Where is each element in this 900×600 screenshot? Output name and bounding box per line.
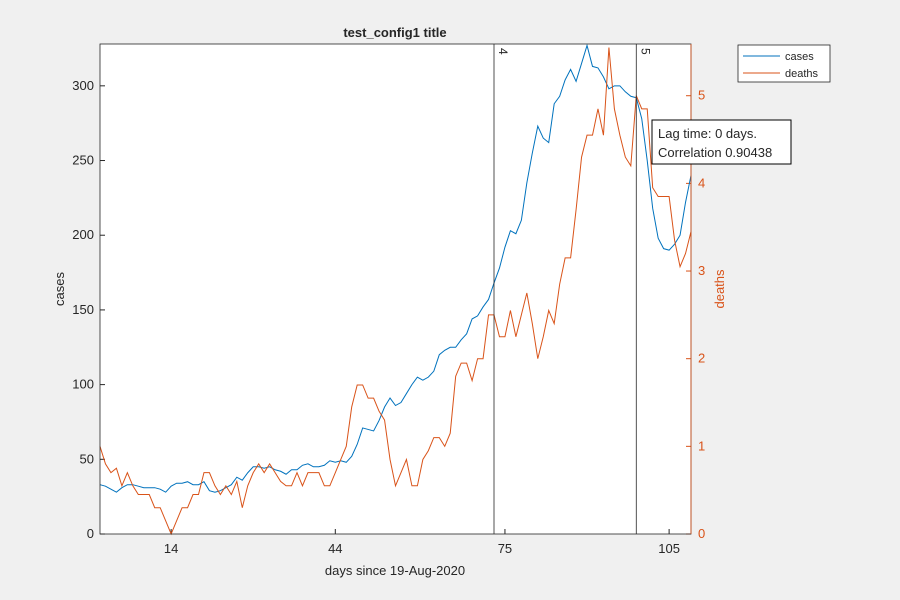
- y2-tick-label: 3: [698, 263, 705, 278]
- annotation-text: Lag time: 0 days.: [658, 126, 757, 141]
- y-tick-label: 100: [72, 377, 94, 392]
- y2-tick-label: 5: [698, 88, 705, 103]
- x-tick-label: 44: [328, 541, 342, 556]
- event-label: 5: [638, 48, 652, 55]
- y-tick-label: 300: [72, 78, 94, 93]
- y-tick-label: 200: [72, 227, 94, 242]
- data-line: [99, 43, 692, 493]
- x-tick-label: 14: [164, 541, 178, 556]
- legend-label: cases: [785, 51, 814, 63]
- legend-box: [737, 44, 831, 83]
- y-tick-label: 250: [72, 153, 94, 168]
- annotation-text: Correlation 0.90438: [658, 145, 772, 160]
- y2-tick-label: 2: [698, 351, 705, 366]
- data-line: [99, 47, 692, 536]
- y-tick-label: 150: [72, 302, 94, 317]
- legend-label: deaths: [785, 68, 819, 80]
- x-tick-label: 105: [658, 541, 680, 556]
- x-axis-label: days since 19-Aug-2020: [325, 563, 465, 578]
- x-tick-label: 75: [498, 541, 512, 556]
- y-tick-label: 0: [87, 526, 94, 541]
- chart-title: test_config1 title: [343, 25, 446, 40]
- y2-tick-label: 4: [698, 175, 705, 190]
- y2-axis-label: deaths: [712, 269, 727, 309]
- event-label: 4: [496, 48, 510, 55]
- y2-tick-label: 1: [698, 438, 705, 453]
- plot-area: [100, 44, 691, 534]
- y-tick-label: 50: [80, 451, 94, 466]
- y2-tick-label: 0: [698, 526, 705, 541]
- y-axis-label: cases: [52, 272, 67, 306]
- annotation-box: [651, 119, 792, 165]
